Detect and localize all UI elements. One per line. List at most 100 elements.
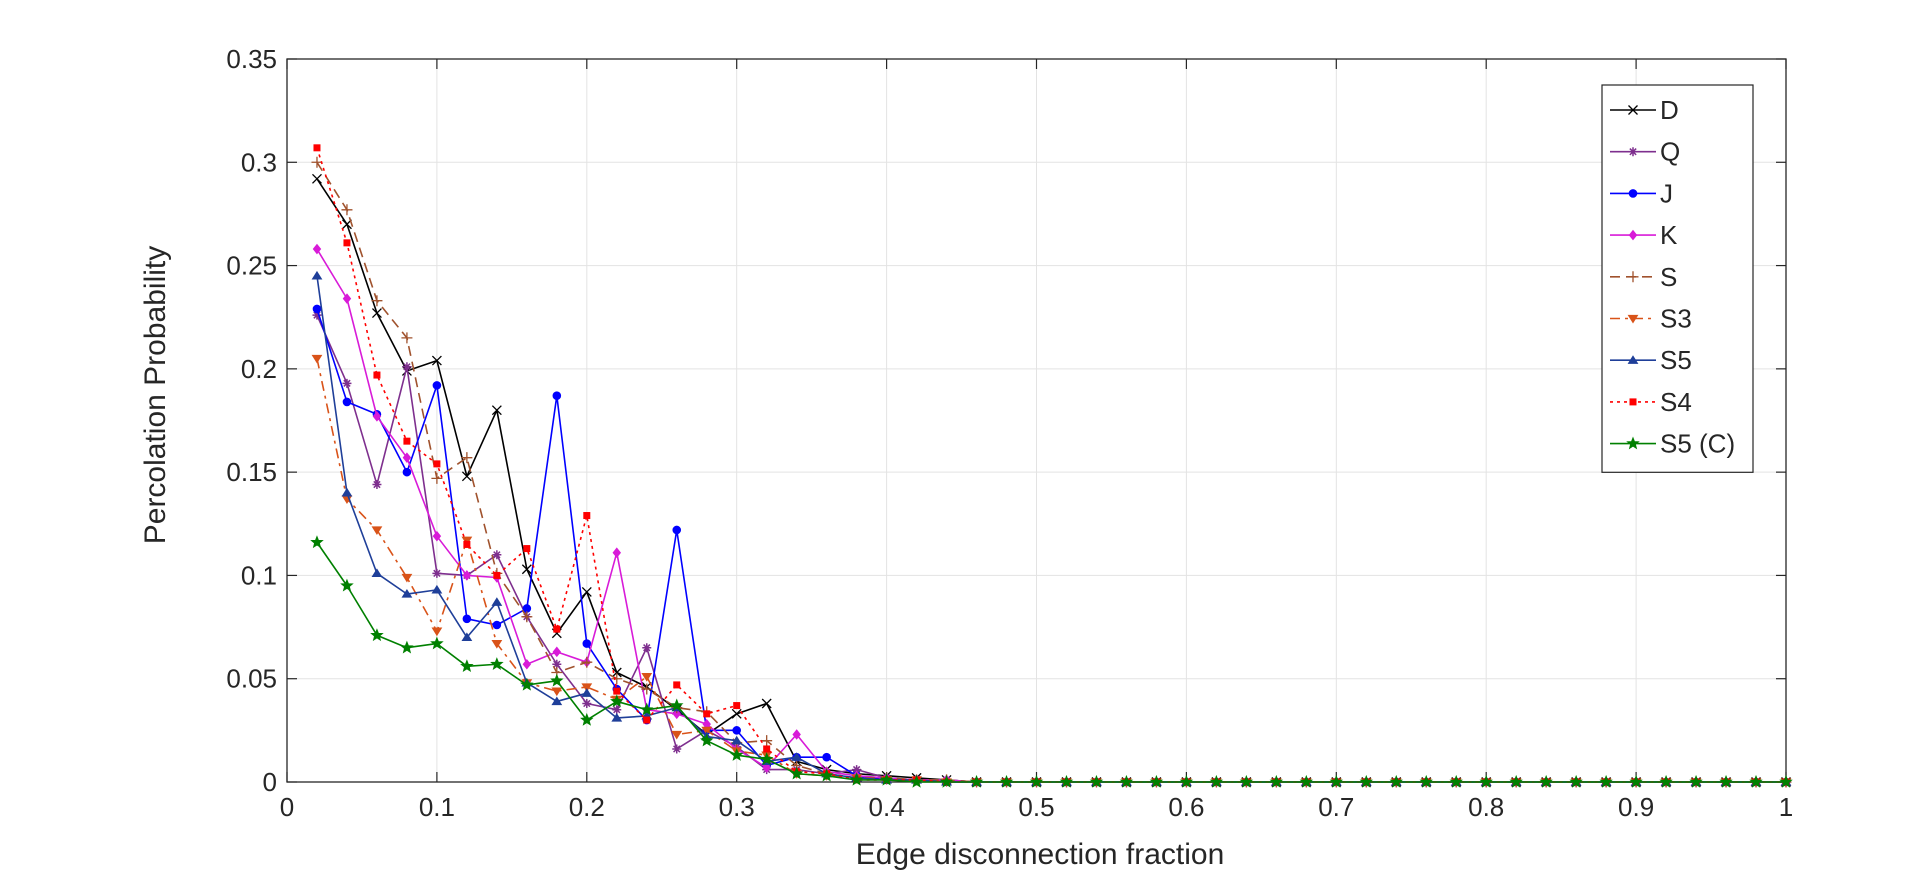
- data-point: [643, 716, 651, 724]
- data-point: [581, 683, 593, 692]
- legend-box: [1601, 84, 1754, 473]
- legend-label: S5: [1660, 345, 1692, 375]
- series-lines: [310, 144, 1793, 788]
- data-point: [431, 584, 443, 594]
- data-point: [401, 332, 413, 344]
- x-tick-label: 0.8: [1468, 792, 1504, 822]
- series-s5-c: [310, 535, 1793, 788]
- data-point: [521, 611, 533, 623]
- data-point: [461, 536, 473, 546]
- legend-label: Q: [1660, 137, 1680, 167]
- data-point: [1209, 774, 1224, 788]
- data-point: [611, 712, 623, 722]
- data-point: [343, 239, 351, 247]
- data-point: [1689, 774, 1703, 788]
- x-tick-label: 0.6: [1168, 792, 1204, 822]
- data-point: [1629, 398, 1637, 406]
- data-point: [792, 729, 801, 740]
- x-tick-label: 0: [280, 792, 294, 822]
- data-point: [491, 405, 502, 416]
- data-point: [1179, 774, 1194, 788]
- legend-entry: S5: [1610, 345, 1692, 375]
- data-point: [642, 643, 652, 653]
- data-point: [522, 604, 532, 613]
- axes: 0 0.1 0.2 0.3 0.4 0.5 0.6 0.7 0.8 0.9 1 0 0.05 0.1 0.1…: [226, 44, 1793, 822]
- legend-entry: Q: [1610, 137, 1680, 167]
- data-point: [430, 636, 444, 650]
- data-point: [849, 772, 864, 786]
- data-point: [492, 620, 502, 630]
- data-point: [520, 677, 534, 691]
- data-point: [462, 614, 472, 624]
- data-point: [1779, 774, 1793, 788]
- data-point: [1627, 314, 1639, 324]
- data-point: [431, 355, 442, 366]
- data-point: [581, 656, 593, 668]
- legend-label: S: [1660, 262, 1677, 292]
- data-point: [463, 540, 471, 548]
- data-point: [462, 570, 472, 581]
- legend-label: S3: [1660, 304, 1692, 334]
- data-point: [553, 625, 561, 633]
- data-point: [1719, 774, 1733, 788]
- legend-entry: S5 (C): [1610, 429, 1735, 459]
- data-point: [1389, 774, 1404, 788]
- data-point: [789, 766, 804, 780]
- data-point: [909, 774, 924, 788]
- data-point: [582, 699, 592, 709]
- data-point: [342, 397, 352, 407]
- data-point: [311, 354, 323, 364]
- data-point: [432, 381, 442, 390]
- data-point: [762, 762, 771, 773]
- data-point: [1419, 774, 1433, 788]
- x-tick-label: 0.1: [419, 792, 455, 822]
- legend-entry: S: [1610, 262, 1677, 292]
- data-point: [610, 694, 624, 708]
- data-point: [611, 667, 622, 678]
- data-point: [641, 672, 653, 682]
- data-point: [402, 362, 412, 372]
- data-point: [400, 640, 414, 654]
- data-point: [1627, 271, 1639, 283]
- x-tick-label: 0.4: [869, 792, 905, 822]
- data-point: [341, 487, 353, 497]
- data-point: [312, 173, 322, 184]
- data-point: [699, 733, 714, 747]
- data-point: [461, 632, 473, 642]
- data-point: [312, 304, 322, 314]
- data-point: [819, 768, 834, 782]
- data-point: [403, 437, 411, 445]
- data-point: [791, 752, 803, 761]
- legend-entry: S4: [1610, 387, 1692, 417]
- y-tick-label: 0.35: [226, 44, 277, 74]
- data-point: [611, 673, 623, 685]
- data-point: [342, 293, 352, 304]
- data-point: [640, 702, 654, 716]
- data-point: [490, 657, 504, 670]
- data-point: [461, 471, 472, 482]
- data-point: [311, 270, 323, 280]
- data-point: [1269, 774, 1284, 788]
- data-point: [491, 639, 503, 649]
- data-point: [310, 535, 324, 549]
- data-point: [612, 547, 622, 559]
- legend-label: K: [1660, 220, 1678, 250]
- data-point: [371, 295, 383, 307]
- data-point: [312, 243, 322, 255]
- data-point: [672, 744, 682, 754]
- legend-entry: K: [1610, 220, 1678, 250]
- data-point: [1628, 189, 1638, 198]
- y-tick-label: 0.15: [226, 457, 277, 487]
- data-point: [493, 571, 501, 579]
- data-point: [671, 730, 683, 740]
- y-tick-label: 0.25: [226, 251, 277, 281]
- data-point: [523, 545, 531, 553]
- data-point: [1329, 774, 1344, 788]
- data-point: [401, 589, 413, 598]
- data-point: [1659, 774, 1673, 788]
- data-point: [761, 698, 772, 709]
- data-point: [701, 726, 713, 736]
- series-line-s5-c: [316, 541, 1786, 783]
- data-point: [402, 467, 412, 477]
- data-point: [372, 480, 382, 490]
